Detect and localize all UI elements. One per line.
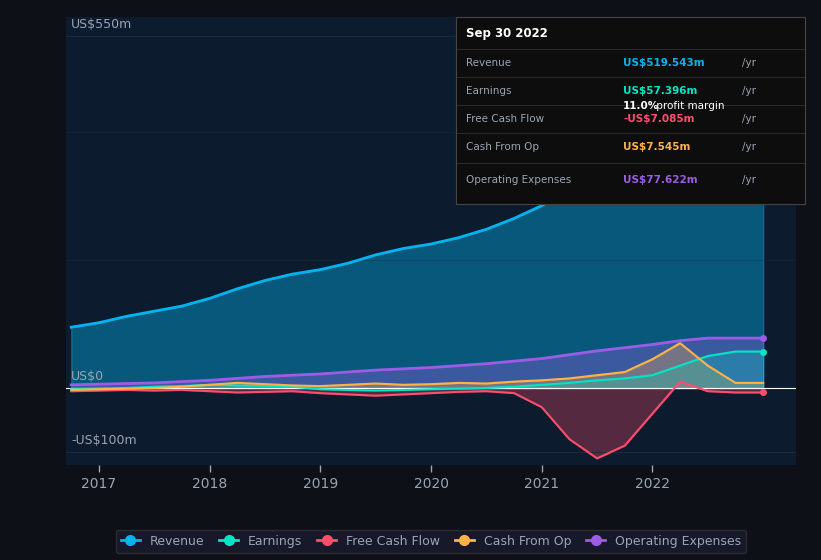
Text: -US$100m: -US$100m [71,434,137,447]
Text: US$550m: US$550m [71,18,132,31]
Text: Earnings: Earnings [466,86,511,96]
Text: Revenue: Revenue [466,58,511,68]
Text: profit margin: profit margin [653,101,724,111]
Text: Sep 30 2022: Sep 30 2022 [466,27,548,40]
Text: /yr: /yr [742,114,756,124]
Text: US$519.543m: US$519.543m [623,58,704,68]
Text: US$57.396m: US$57.396m [623,86,698,96]
Text: Free Cash Flow: Free Cash Flow [466,114,544,124]
Text: Cash From Op: Cash From Op [466,142,539,152]
Text: -US$7.085m: -US$7.085m [623,114,695,124]
Text: US$0: US$0 [71,370,104,383]
Text: /yr: /yr [742,58,756,68]
Legend: Revenue, Earnings, Free Cash Flow, Cash From Op, Operating Expenses: Revenue, Earnings, Free Cash Flow, Cash … [116,530,746,553]
Text: 11.0%: 11.0% [623,101,659,111]
Text: US$77.622m: US$77.622m [623,175,698,185]
Text: /yr: /yr [742,142,756,152]
Text: Operating Expenses: Operating Expenses [466,175,571,185]
Text: US$7.545m: US$7.545m [623,142,690,152]
Text: /yr: /yr [742,86,756,96]
Text: /yr: /yr [742,175,756,185]
